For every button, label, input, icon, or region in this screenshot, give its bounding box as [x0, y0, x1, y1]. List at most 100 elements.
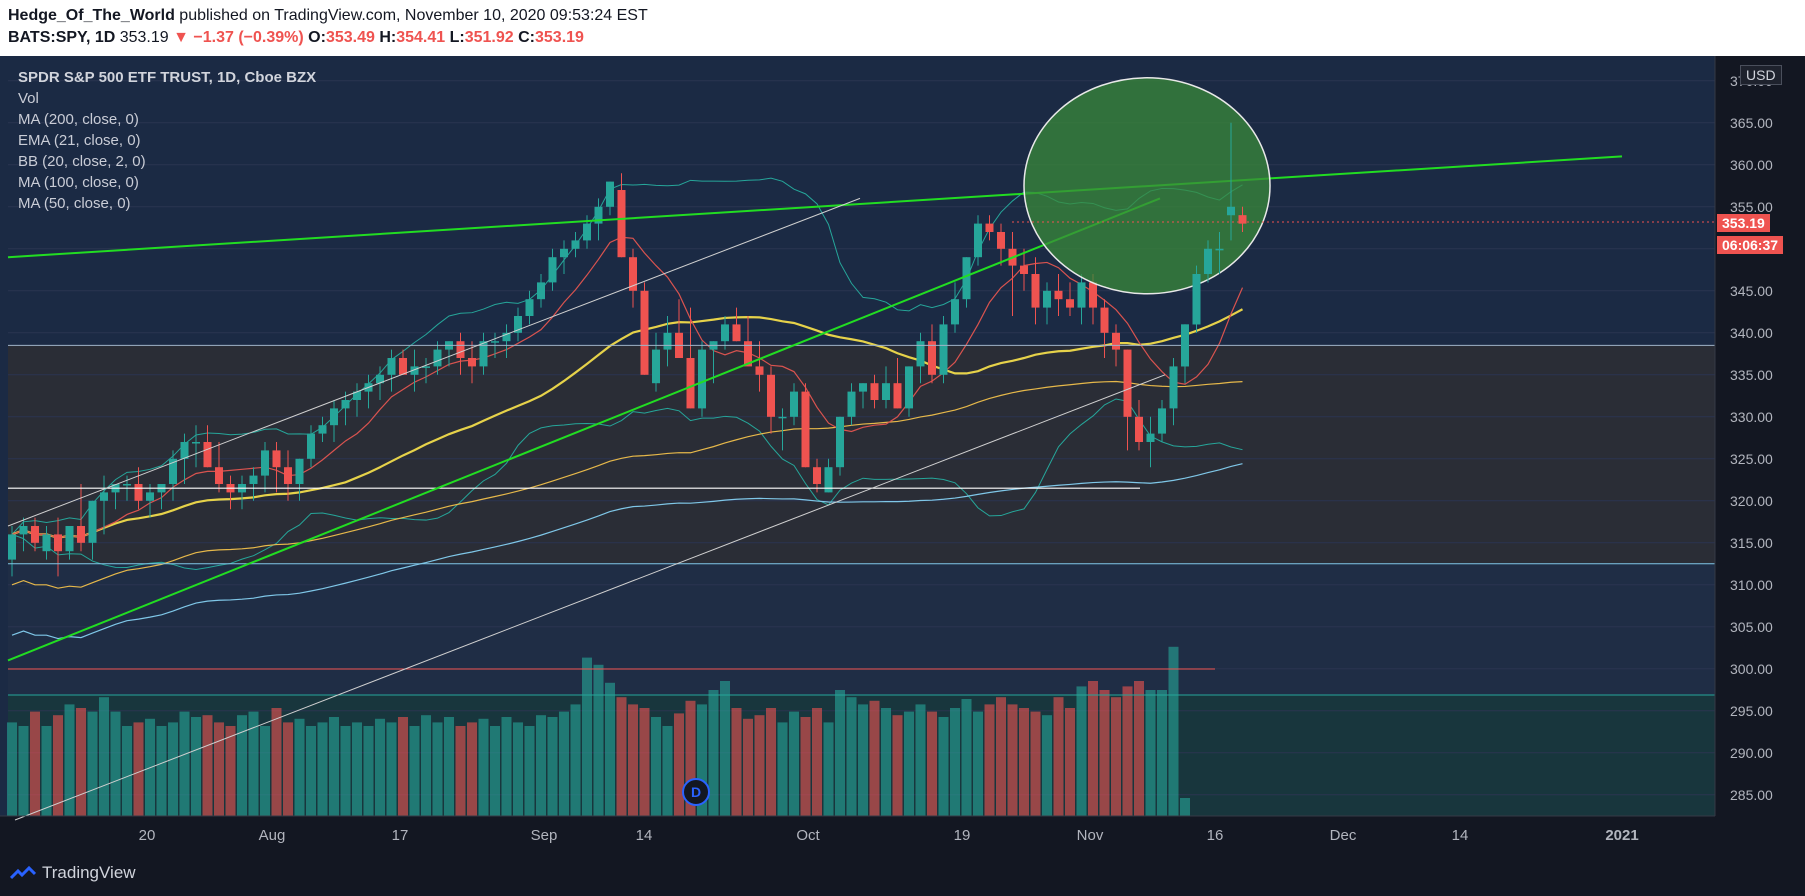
candle-body — [1066, 299, 1074, 308]
price-tick-label: 365.00 — [1730, 115, 1773, 131]
header: Hedge_Of_The_World published on TradingV… — [0, 0, 1805, 56]
volume-bar — [110, 711, 121, 816]
author-name[interactable]: Hedge_Of_The_World — [8, 7, 175, 24]
volume-bar — [927, 711, 937, 816]
volume-bar — [306, 726, 316, 816]
candle-body — [134, 484, 143, 501]
volume-bar — [53, 715, 63, 816]
candle-body — [1020, 265, 1028, 274]
candle-body — [1215, 248, 1224, 251]
volume-bar — [1168, 646, 1179, 816]
publish-info: published on TradingView.com, November 1… — [179, 7, 648, 24]
price-chart[interactable]: 285.00 290.00 295.00 300.00 305.00 310.00 315.… — [0, 56, 1805, 856]
last-price-tag: 353.19 — [1717, 214, 1770, 232]
candle-body — [8, 534, 16, 560]
candle-body — [387, 358, 396, 375]
currency-button[interactable]: USD — [1740, 65, 1782, 85]
volume-bar — [628, 704, 638, 816]
volume-bar — [1065, 708, 1075, 816]
candle-body — [629, 257, 637, 291]
candle-body — [1238, 215, 1247, 224]
candle-body — [571, 240, 580, 249]
dividend-badge[interactable]: D — [682, 778, 710, 806]
candle-body — [203, 442, 212, 468]
volume-bar — [823, 722, 834, 816]
price-tick-label: 320.00 — [1730, 493, 1773, 509]
candle-body — [548, 257, 557, 283]
volume-bar — [179, 711, 190, 816]
price-tick-label: 300.00 — [1730, 661, 1773, 677]
volume-bar — [260, 726, 270, 816]
open-value: 353.49 — [325, 29, 375, 46]
volume-bar — [869, 700, 880, 816]
price-tick-label: 285.00 — [1730, 787, 1773, 803]
candle-body — [1089, 282, 1097, 308]
volume-bar — [64, 704, 75, 816]
candle-body — [698, 349, 706, 409]
price-tick-label: 360.00 — [1730, 157, 1773, 173]
legend-item-ma200[interactable]: MA (200, close, 0) — [18, 111, 139, 128]
candle-body — [502, 332, 511, 342]
close-value: 353.19 — [535, 29, 584, 46]
volume-bar — [1111, 697, 1121, 816]
volume-bar — [685, 700, 696, 816]
volume-bar — [329, 717, 339, 816]
candle-body — [1204, 248, 1212, 274]
drawings[interactable] — [7, 77, 1715, 821]
volume-bar — [409, 726, 420, 816]
legend-title[interactable]: SPDR S&P 500 ETF TRUST, 1D, Cboe BZX — [18, 69, 317, 86]
volume-bar — [352, 722, 362, 816]
legend-item-ma100[interactable]: MA (100, close, 0) — [18, 174, 139, 191]
candle-body — [870, 383, 879, 400]
candle-body — [790, 391, 798, 417]
legend-item-ema21[interactable]: EMA (21, close, 0) — [18, 132, 141, 149]
volume-bar — [444, 717, 454, 816]
high-value: 354.41 — [396, 29, 446, 46]
volume-bar — [1053, 697, 1064, 816]
legend-item-vol[interactable]: Vol — [18, 90, 39, 107]
volume-bar — [720, 681, 730, 816]
candle-body — [755, 366, 764, 375]
candle-body — [318, 425, 327, 434]
time-tick-label: Oct — [796, 827, 820, 844]
volume-bar — [892, 715, 903, 816]
candle-body — [19, 526, 28, 535]
volume-bar — [1180, 798, 1190, 816]
volume-bar — [18, 726, 29, 816]
candle-body — [951, 299, 959, 325]
tradingview-logo[interactable]: TradingView — [10, 863, 136, 883]
candle-body — [583, 223, 591, 241]
volume-bar — [639, 708, 650, 816]
volume-bar — [133, 722, 144, 816]
close-label: C: — [518, 29, 535, 46]
volume-bar — [432, 722, 443, 816]
volume-bar — [490, 726, 500, 816]
candle-body — [663, 332, 672, 350]
open-label: O: — [308, 29, 326, 46]
volume-bar — [582, 657, 592, 816]
ma100-line — [11, 380, 1243, 589]
candle-body — [65, 526, 74, 552]
time-tick-label: 19 — [954, 827, 971, 844]
volume-bar — [616, 697, 627, 816]
candle-body — [836, 416, 844, 468]
volume-bar — [961, 699, 972, 816]
volume-bar — [708, 690, 719, 816]
candle-body — [215, 467, 223, 484]
volume-bar — [294, 718, 305, 816]
candle-body — [1031, 274, 1040, 308]
candle-body — [284, 467, 292, 484]
time-tick-label: 20 — [139, 827, 156, 844]
volume-bar — [1099, 690, 1110, 816]
volume-bars — [7, 646, 1715, 816]
volume-bar — [1088, 681, 1098, 816]
legend-item-bb[interactable]: BB (20, close, 2, 0) — [18, 153, 146, 170]
legend-item-ma50[interactable]: MA (50, close, 0) — [18, 195, 131, 212]
candle-body — [962, 257, 971, 300]
candle-body — [1077, 282, 1086, 308]
high-label: H: — [379, 29, 397, 46]
candle-body — [1169, 366, 1178, 409]
footer — [0, 856, 1805, 896]
price-tick-label: 310.00 — [1730, 577, 1773, 593]
candle-body — [514, 316, 522, 333]
